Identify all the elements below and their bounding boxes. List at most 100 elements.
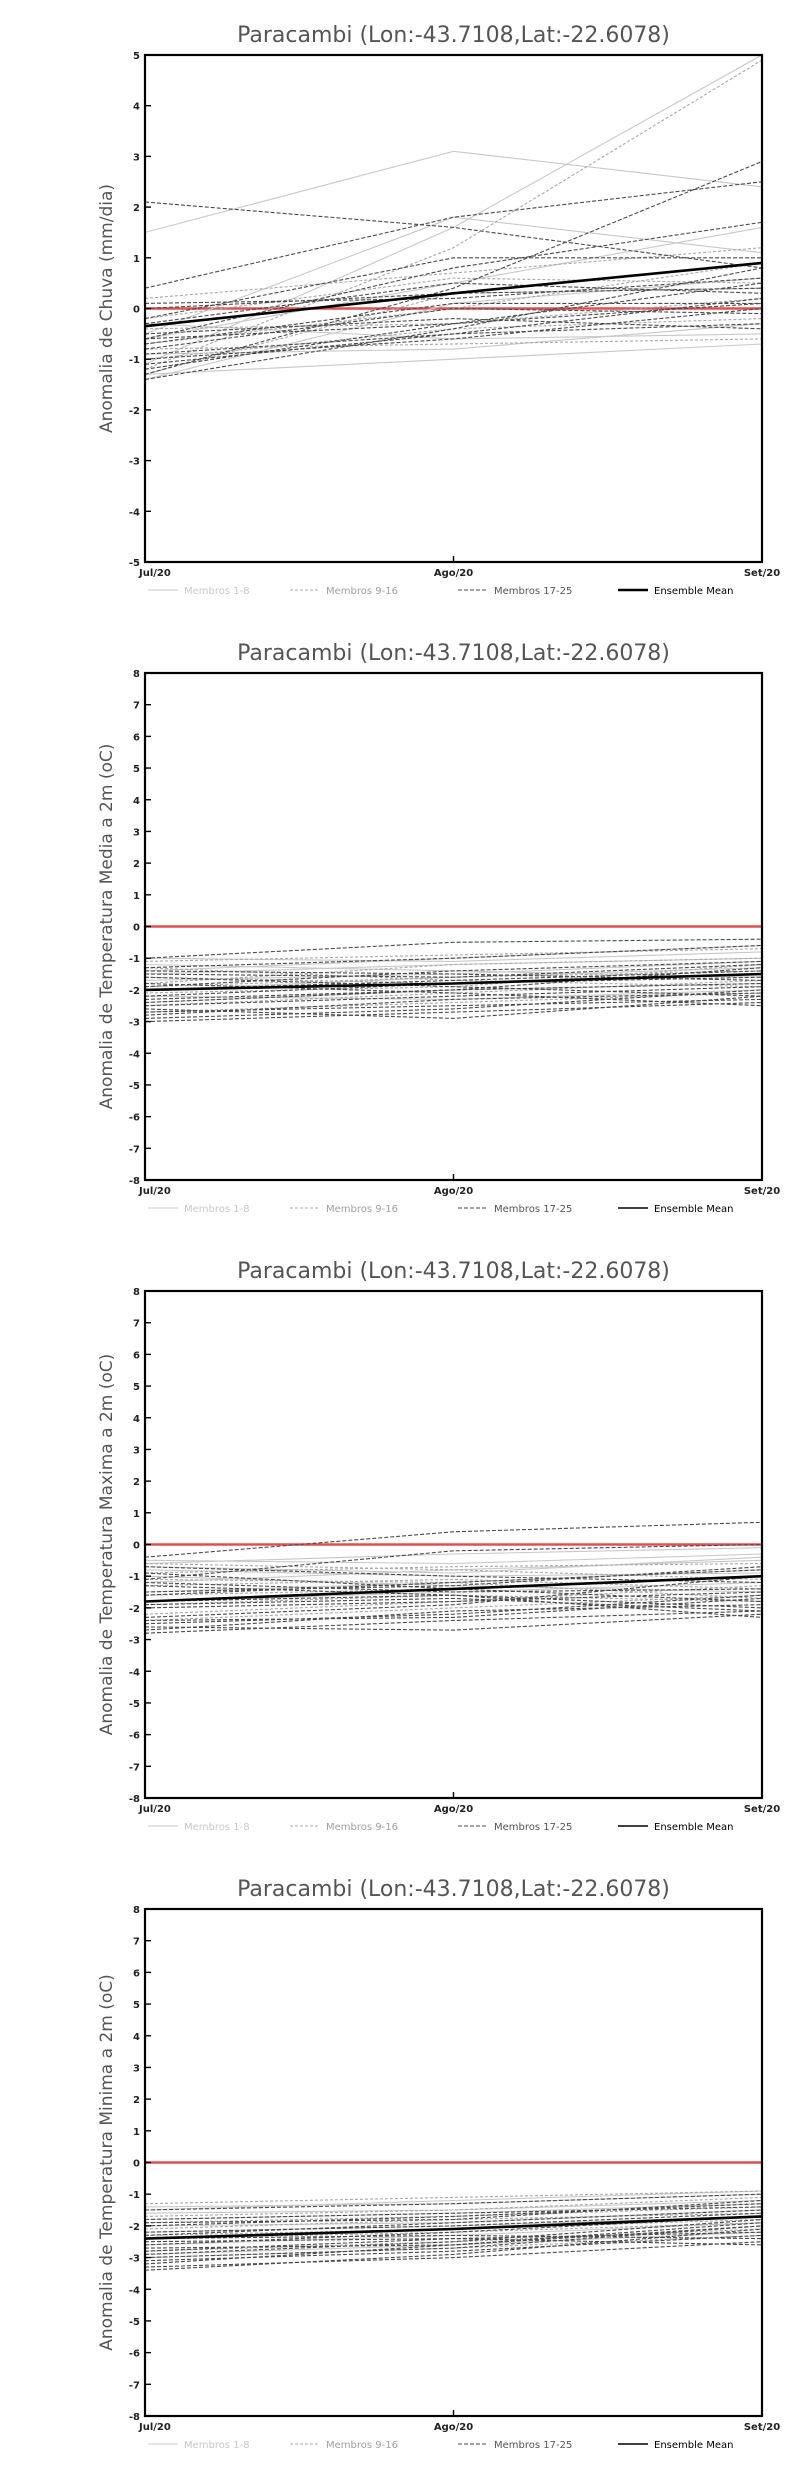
y-tick-label: 7: [133, 1937, 140, 1948]
member-line-18: [144, 944, 763, 969]
y-tick-label: 5: [133, 51, 140, 62]
member-line-19: [144, 1566, 763, 1593]
x-tick-label: Set/20: [744, 1804, 780, 1815]
member-line-29: [144, 992, 763, 1016]
y-tick-label: -4: [129, 2285, 140, 2296]
member-line-19: [144, 976, 763, 997]
x-tick-label: Ago/20: [434, 2422, 473, 2433]
member-line-33: [144, 2225, 763, 2259]
member-line-32: [144, 1597, 763, 1612]
y-tick-label: 2: [133, 859, 140, 870]
legend-label: Ensemble Mean: [654, 2440, 733, 2451]
y-tick-label: 1: [133, 891, 140, 902]
member-line-13: [144, 247, 763, 299]
member-line-18: [144, 2203, 763, 2227]
y-tick-label: -1: [129, 954, 140, 965]
y-tick-label: 5: [133, 2000, 140, 2011]
member-line-8: [144, 2190, 763, 2211]
x-tick-label: Jul/20: [138, 568, 171, 579]
member-line-32: [144, 2209, 763, 2236]
y-axis-label: Anomalia de Temperatura Media a 2m (oC): [97, 744, 117, 1110]
legend-label: Membros 1-8: [184, 586, 250, 597]
ensemble-mean-line: [144, 261, 763, 328]
legend-label: Membros 1-8: [184, 2440, 250, 2451]
legend-label: Membros 9-16: [326, 1822, 398, 1833]
x-tick-label: Ago/20: [434, 1186, 473, 1197]
y-tick-label: -1: [129, 355, 140, 366]
x-tick-label: Ago/20: [434, 568, 473, 579]
member-line-21: [144, 1594, 763, 1625]
chart-panel-4: Paracambi (Lon:-43.7108,Lat:-22.6078) Ano…: [97, 1877, 780, 2451]
member-line-11: [144, 1594, 763, 1606]
y-tick-label: 8: [133, 669, 140, 680]
legend-label: Ensemble Mean: [654, 1204, 733, 1215]
y-tick-label: 7: [133, 701, 140, 712]
y-tick-label: 1: [133, 1509, 140, 1520]
member-line-28: [144, 1575, 763, 1618]
y-tick-label: -6: [129, 1731, 140, 1742]
member-line-22: [144, 1613, 763, 1631]
y-tick-label: 6: [133, 1968, 140, 1979]
member-line-4: [144, 2199, 763, 2214]
member-line-25: [144, 2218, 763, 2255]
y-tick-label: 3: [133, 2063, 140, 2074]
member-line-17: [144, 201, 763, 269]
member-line-10: [144, 2206, 763, 2224]
ensemble-mean-line: [144, 2215, 763, 2240]
member-line-26: [144, 1591, 763, 1609]
y-tick-label: 6: [133, 1350, 140, 1361]
y-tick-label: -5: [129, 1699, 140, 1710]
y-tick-label: 4: [133, 102, 140, 113]
member-line-25: [144, 1001, 763, 1023]
member-line-31: [144, 960, 763, 988]
member-line-33: [144, 323, 763, 365]
y-tick-label: 4: [133, 796, 140, 807]
member-line-25: [144, 1585, 763, 1618]
member-line-8: [144, 1556, 763, 1574]
y-tick-label: -7: [129, 2380, 140, 2391]
member-line-33: [144, 963, 763, 978]
y-tick-label: 4: [133, 1414, 140, 1425]
member-line-10: [144, 262, 763, 345]
member-line-18: [144, 181, 763, 289]
member-line-16: [144, 1594, 763, 1622]
member-line-9: [144, 948, 763, 962]
chart-panel-3: Paracambi (Lon:-43.7108,Lat:-22.6078) Ano…: [97, 1259, 780, 1833]
y-tick-label: -1: [129, 2190, 140, 2201]
y-tick-label: 0: [133, 1541, 140, 1552]
y-tick-label: -5: [129, 2317, 140, 2328]
member-line-24: [144, 2212, 763, 2233]
y-tick-label: -2: [129, 1604, 140, 1615]
member-line-10: [144, 1578, 763, 1590]
y-tick-label: -4: [129, 1667, 140, 1678]
legend-label: Ensemble Mean: [654, 1822, 733, 1833]
x-tick-label: Set/20: [744, 1186, 780, 1197]
x-tick-label: Set/20: [744, 568, 780, 579]
y-tick-label: -4: [129, 507, 140, 518]
y-tick-label: 2: [133, 1477, 140, 1488]
chart-title: Paracambi (Lon:-43.7108,Lat:-22.6078): [237, 641, 670, 666]
y-axis-label: Anomalia de Temperatura Maxima a 2m (oC): [97, 1354, 117, 1736]
y-axis-label: Anomalia de Temperatura Minima a 2m (oC): [97, 1974, 117, 2351]
y-tick-label: -8: [129, 1794, 140, 1805]
member-line-31: [144, 1581, 763, 1593]
member-line-22: [144, 986, 763, 1007]
legend-label: Membros 9-16: [326, 2440, 398, 2451]
member-line-4: [144, 1547, 763, 1565]
member-line-29: [144, 267, 763, 381]
y-tick-label: -8: [129, 2412, 140, 2423]
y-tick-label: -7: [129, 1762, 140, 1773]
y-tick-label: 2: [133, 203, 140, 214]
y-tick-label: 1: [133, 254, 140, 265]
y-tick-label: -6: [129, 2349, 140, 2360]
y-tick-label: -2: [129, 986, 140, 997]
y-tick-label: 0: [133, 923, 140, 934]
member-line-16: [144, 277, 763, 320]
member-line-10: [144, 973, 763, 985]
member-line-15: [144, 1578, 763, 1599]
member-line-11: [144, 979, 763, 1007]
member-line-12: [144, 970, 763, 988]
y-tick-label: -8: [129, 1176, 140, 1187]
member-line-1: [144, 1553, 763, 1565]
